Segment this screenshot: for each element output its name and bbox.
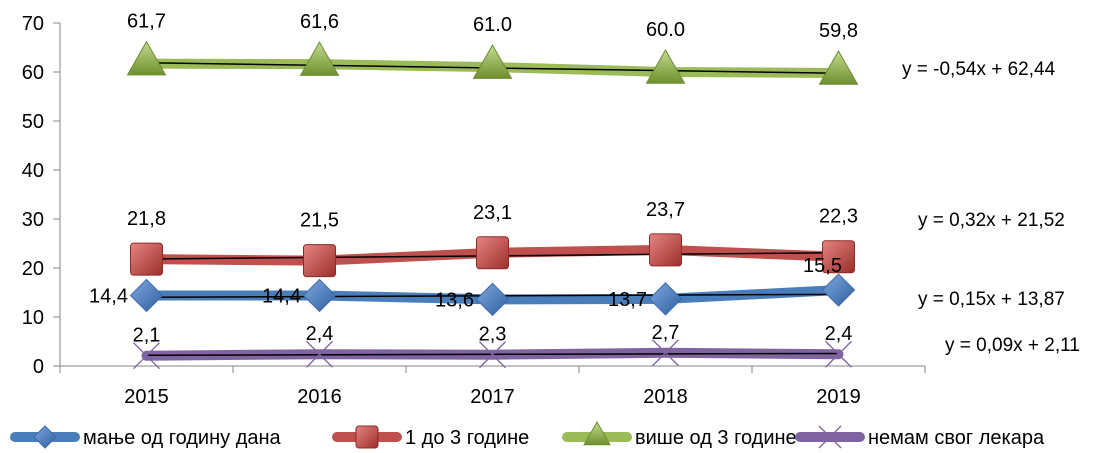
x-tick-label: 2017 <box>470 386 515 408</box>
y-tick-label: 10 <box>22 307 44 329</box>
legend-item: 1 до 3 године <box>332 425 529 449</box>
data-point <box>821 273 856 307</box>
legend-label: више од 3 године <box>635 427 797 449</box>
legend-item: немам свог лекара <box>795 425 1045 449</box>
x-tick-label: 2015 <box>124 386 169 408</box>
data-point <box>822 240 855 274</box>
data-point <box>472 44 513 79</box>
data-label: 23,1 <box>473 202 512 224</box>
data-point <box>476 236 509 270</box>
data-label: 60.0 <box>646 19 685 41</box>
trend-equation: y = 0,32x + 21,52 <box>918 210 1065 231</box>
data-label: 61,6 <box>300 11 339 33</box>
data-point <box>126 40 167 76</box>
legend-marker <box>818 425 842 449</box>
data-label: 13,6 <box>435 289 474 311</box>
legend-marker <box>33 425 57 449</box>
data-point <box>649 233 682 267</box>
data-label: 61,7 <box>127 11 166 33</box>
data-label: 61.0 <box>473 14 512 36</box>
y-tick-label: 60 <box>22 62 44 84</box>
data-point <box>306 340 333 368</box>
x-tick-label: 2019 <box>816 386 861 408</box>
data-point <box>479 341 506 369</box>
data-label: 14,4 <box>89 285 128 307</box>
data-label: 14,4 <box>262 285 301 307</box>
trend-equation: y = -0,54x + 62,44 <box>902 59 1056 80</box>
data-label: 23,7 <box>646 199 685 221</box>
legend-item: више од 3 године <box>562 420 797 449</box>
data-point <box>302 278 337 313</box>
legend-marker <box>583 420 611 446</box>
data-point <box>648 282 683 316</box>
data-point <box>129 278 164 313</box>
y-tick-label: 30 <box>22 209 44 231</box>
data-label: 2,7 <box>652 322 680 344</box>
data-point <box>645 48 686 84</box>
legend-label: мање од годину дана <box>83 427 282 449</box>
data-label: 22,3 <box>819 206 858 228</box>
trend-equation: y = 0,15x + 13,87 <box>918 289 1065 310</box>
data-point <box>475 282 510 317</box>
data-point <box>133 342 160 370</box>
data-point <box>130 242 163 276</box>
data-label: 21,8 <box>127 208 166 230</box>
trend-equations: y = 0,15x + 13,87 y = 0,32x + 21,52 y = -0… <box>902 59 1080 356</box>
axes: 0 10 20 30 40 50 60 70 2015 2016 2017 2018 2019 <box>22 13 926 408</box>
data-point <box>818 49 859 85</box>
y-tick-label: 70 <box>22 13 44 35</box>
data-label: 15,5 <box>803 255 842 277</box>
x-tick-label: 2016 <box>297 386 342 408</box>
data-point <box>303 244 336 278</box>
legend-label: немам свог лекара <box>868 427 1045 449</box>
data-label: 2,4 <box>825 323 853 345</box>
data-labels: 14,4 14,4 13,6 13,7 15,5 21,8 21,5 23,1 23,7 22,3… <box>89 11 858 347</box>
y-tick-label: 50 <box>22 111 44 133</box>
data-point <box>299 41 340 76</box>
trend-equation: y = 0,09x + 2,11 <box>945 335 1080 356</box>
data-markers <box>126 40 859 370</box>
data-point <box>825 340 852 368</box>
data-label: 59,8 <box>819 20 858 42</box>
legend-label: 1 до 3 године <box>405 427 529 449</box>
y-tick-label: 0 <box>33 356 44 378</box>
data-label: 21,5 <box>300 210 339 232</box>
data-label: 13,7 <box>608 289 647 311</box>
legend: мање од годину дана 1 до 3 године више од … <box>10 420 1045 449</box>
legend-item: мање од годину дана <box>10 425 282 449</box>
y-tick-label: 40 <box>22 160 44 182</box>
data-label: 2,3 <box>479 324 507 346</box>
legend-marker <box>355 425 379 449</box>
data-point <box>652 339 679 367</box>
y-tick-label: 20 <box>22 258 44 280</box>
data-label: 2,4 <box>306 323 334 345</box>
data-label: 2,1 <box>133 325 161 347</box>
x-tick-label: 2018 <box>643 386 688 408</box>
